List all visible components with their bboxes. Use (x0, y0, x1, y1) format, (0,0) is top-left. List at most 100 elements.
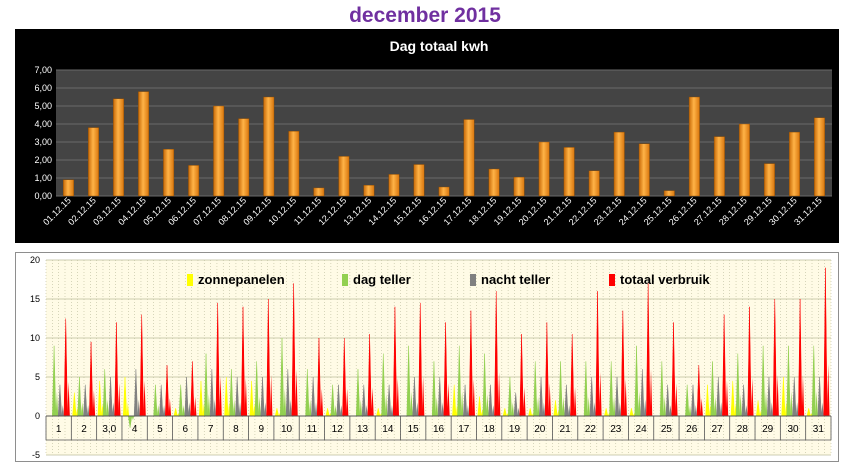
area-spike-secondary (156, 405, 160, 416)
area-spike-secondary (523, 387, 526, 416)
area-spike-secondary (624, 379, 627, 416)
y-tick-label: 15 (30, 294, 40, 304)
area-spike-secondary (232, 399, 236, 416)
area-spike-secondary (421, 376, 425, 416)
area-spike-secondary (492, 405, 495, 416)
y-tick-label: 2,00 (34, 155, 52, 165)
x-tick-label: 23 (610, 424, 622, 435)
area-spike-secondary (776, 375, 779, 416)
bar (488, 168, 500, 197)
legend-swatch (342, 274, 348, 286)
y-tick-label: 1,00 (34, 173, 52, 183)
area-spike-secondary (517, 407, 520, 416)
bar (688, 96, 700, 197)
area-spike-secondary (542, 402, 546, 416)
area-spike-secondary (638, 391, 641, 416)
area-spike-secondary (827, 364, 830, 416)
bar (163, 148, 175, 197)
bar (288, 130, 300, 197)
area-spike-secondary (193, 396, 197, 416)
bar (613, 131, 625, 197)
x-tick-label: 10 (281, 424, 293, 435)
x-tick-label: 4 (132, 424, 138, 435)
area-spike-secondary (244, 377, 248, 416)
area-spike-secondary (801, 375, 805, 416)
area-spike-secondary (92, 390, 96, 416)
x-tick-label: 18 (484, 424, 496, 435)
area-spike-secondary (770, 402, 774, 416)
bar (438, 186, 450, 197)
area-spike-secondary (340, 405, 343, 416)
bar (413, 164, 425, 197)
bar (814, 117, 825, 197)
x-tick-label: 24 (636, 424, 648, 435)
x-tick-label: 14 (382, 424, 394, 435)
area-spike-secondary (81, 402, 84, 416)
area-spike-secondary (390, 405, 394, 416)
x-tick-label: 7 (208, 424, 214, 435)
x-tick-label: 17 (458, 424, 470, 435)
area-spike-secondary (460, 391, 464, 416)
area-spike-secondary (643, 399, 647, 416)
area-spike-secondary (365, 405, 368, 416)
area-spike-secondary (131, 416, 135, 421)
bar (663, 190, 675, 197)
area-spike-secondary (599, 372, 602, 416)
area-spike-secondary (593, 402, 596, 416)
y-tick-label: 6,00 (34, 83, 52, 93)
area-spike-secondary (688, 405, 692, 416)
area-spike-secondary (345, 388, 349, 416)
area-spike-secondary (334, 405, 337, 416)
x-tick-label: 12 (332, 424, 344, 435)
y-tick-label: 5,00 (34, 101, 52, 111)
area-spike-secondary (694, 405, 698, 416)
area-spike-secondary (126, 402, 130, 416)
area-spike-secondary (112, 402, 115, 416)
area-spike-secondary (207, 394, 211, 416)
area-spike-secondary (739, 394, 742, 416)
y-tick-label: 10 (30, 333, 40, 343)
x-tick-label: 15 (408, 424, 420, 435)
area-spike-secondary (548, 383, 551, 416)
bar (63, 179, 74, 197)
plot-area (56, 70, 832, 196)
legend-swatch (609, 274, 615, 286)
x-tick-label: 21 (560, 424, 572, 435)
y-tick-label: 0,00 (34, 191, 52, 201)
area-spike-secondary (384, 394, 388, 416)
area-spike-secondary (320, 388, 324, 416)
area-spike-secondary (182, 405, 185, 416)
area-spike-secondary (562, 396, 565, 416)
area-spike-secondary (188, 402, 191, 416)
area-spike-secondary (790, 391, 793, 416)
x-tick-label: 28 (737, 424, 749, 435)
bar (363, 184, 375, 197)
y-tick-label: 7,00 (34, 65, 52, 75)
area-spike-secondary (219, 376, 222, 416)
area-spike-secondary (308, 399, 312, 416)
bar (713, 136, 725, 197)
area-spike-secondary (567, 405, 571, 416)
area-spike-secondary (61, 405, 65, 416)
x-tick-label: 2 (81, 424, 87, 435)
area-spike-secondary (168, 398, 172, 416)
area-spike-secondary (663, 396, 666, 416)
bar (313, 187, 325, 197)
area-spike-secondary (359, 399, 363, 416)
x-tick-label: 16 (433, 424, 445, 435)
bar (113, 98, 125, 197)
legend-swatch (470, 274, 476, 286)
area-spike-secondary (700, 398, 703, 416)
x-tick-label: 30 (787, 424, 799, 435)
y-tick-label: 4,00 (34, 119, 52, 129)
bar (213, 105, 225, 197)
x-tick-label: 13 (357, 424, 369, 435)
area-spike-secondary (573, 387, 577, 416)
area-spike-secondary (795, 402, 799, 416)
area-spike-secondary (314, 402, 318, 416)
area-spike-secondary (269, 375, 273, 416)
area-spike-secondary (416, 402, 419, 416)
daily-total-bar-chart: Dag totaal kwh 0,00 1,00 2,00 3,00 4,00 5,00 6… (15, 29, 839, 243)
area-spike-secondary (472, 379, 475, 416)
